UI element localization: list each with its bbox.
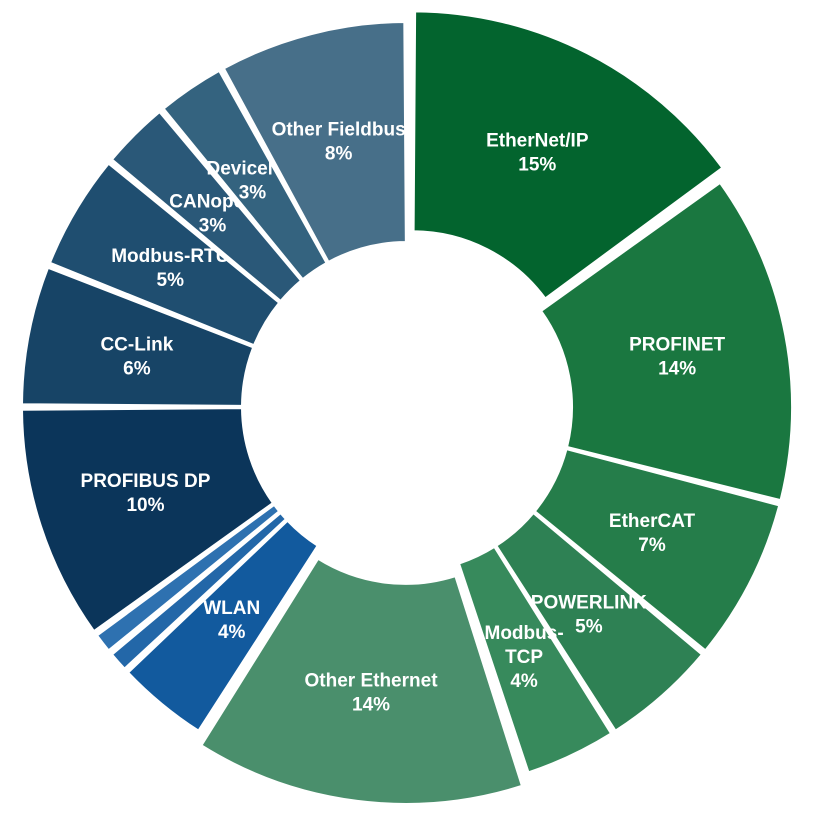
ethercat-name-label: EtherCAT [609,511,696,532]
other-ethernet-value-label: 14% [352,695,390,716]
slice-wlan [126,519,320,733]
modbus-tcp-name-label: Modbus- [485,623,564,644]
cc-link-value-label: 6% [123,358,151,379]
profinet-name-label: PROFINET [629,334,725,355]
slice-modbus-rtu [48,162,281,347]
modbus-rtu-name-label: Modbus-RTU [111,246,229,267]
wlan-name-label: WLAN [203,598,260,619]
ethercat-value-label: 7% [638,535,666,556]
slice-modbus-tcp [457,545,613,774]
slice-profibus-dp [21,407,275,633]
slice-ethernet-ip [412,10,724,300]
profibus-dp-name-label: PROFIBUS DP [81,471,211,492]
slice-other-fieldbus [222,21,407,264]
slice-canopen [110,110,303,303]
ethernet-ip-value-label: 15% [518,154,556,175]
slice-unlabeled-8 [95,503,281,652]
slice-profinet [539,181,793,502]
modbus-tcp-value-label: 4% [510,671,538,692]
devicenet-value-label: 3% [239,183,267,204]
cc-link-name-label: CC-Link [100,334,173,355]
powerlink-name-label: POWERLINK [531,592,647,613]
profinet-value-label: 14% [658,358,696,379]
canopen-name-label: CANopen [169,192,256,213]
slice-powerlink [494,511,704,733]
slice-unlabeled-7 [110,511,288,670]
other-ethernet-name-label: Other Ethernet [305,671,439,692]
slice-other-ethernet [200,557,524,805]
other-fieldbus-value-label: 8% [325,144,353,165]
slice-cc-link [21,266,255,407]
ethernet-ip-name-label: EtherNet/IP [486,130,589,151]
wlan-value-label: 4% [218,622,246,643]
profibus-dp-value-label: 10% [126,495,164,516]
slice-ethercat [533,447,781,652]
slice-devicenet [162,69,328,281]
canopen-value-label: 3% [199,216,227,237]
other-fieldbus-name-label: Other Fieldbus [272,120,406,141]
modbus-rtu-value-label: 5% [157,270,185,291]
powerlink-value-label: 5% [575,616,603,637]
modbus-tcp-name-label: TCP [505,647,543,668]
